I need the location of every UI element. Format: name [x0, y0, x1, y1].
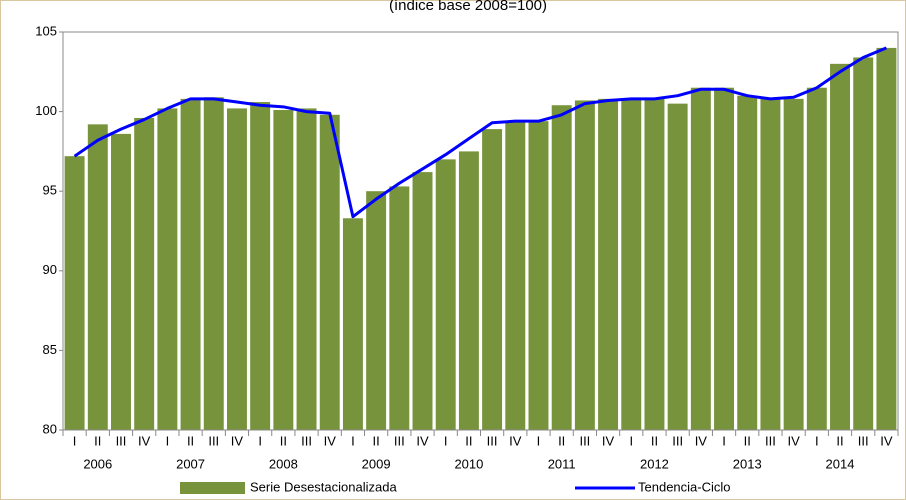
x-tick-label: I	[722, 433, 726, 448]
x-tick-label: III	[765, 433, 776, 448]
bar	[157, 108, 178, 430]
bar	[528, 121, 549, 430]
x-tick-label: II	[836, 433, 843, 448]
x-tick-label: III	[301, 433, 312, 448]
x-group-label: 2014	[826, 456, 855, 471]
x-tick-label: IV	[695, 433, 708, 448]
bar	[366, 191, 387, 430]
x-tick-label: I	[73, 433, 77, 448]
x-tick-label: I	[258, 433, 262, 448]
y-tick-label: 95	[43, 183, 57, 198]
bar	[342, 218, 363, 430]
bar	[250, 102, 271, 430]
bar	[737, 95, 758, 431]
y-tick-label: 105	[35, 23, 57, 38]
bar	[412, 172, 433, 430]
x-group-label: 2010	[454, 456, 483, 471]
bar	[806, 87, 827, 430]
x-tick-label: III	[858, 433, 869, 448]
bar	[876, 47, 897, 431]
x-tick-label: III	[487, 433, 498, 448]
bar	[621, 98, 642, 430]
bar	[389, 186, 410, 430]
x-tick-label: IV	[880, 433, 893, 448]
y-tick-label: 100	[35, 103, 57, 118]
x-group-label: 2013	[733, 456, 762, 471]
x-tick-label: III	[394, 433, 405, 448]
bar	[319, 114, 340, 430]
x-tick-label: II	[744, 433, 751, 448]
trend-line	[73, 46, 887, 219]
x-group-label: 2007	[176, 456, 205, 471]
x-tick-label: II	[187, 433, 194, 448]
x-tick-label: III	[208, 433, 219, 448]
x-tick-label: IV	[324, 433, 337, 448]
bar	[111, 133, 131, 430]
bar	[134, 117, 155, 430]
x-tick-label: II	[94, 433, 101, 448]
x-group-label: 2008	[269, 456, 298, 471]
x-tick-label: IV	[787, 433, 800, 448]
legend-swatch	[180, 482, 245, 494]
bar	[226, 108, 247, 430]
x-tick-label: IV	[231, 433, 244, 448]
x-tick-label: I	[166, 433, 170, 448]
x-group-label: 2009	[362, 456, 391, 471]
x-tick-label: II	[280, 433, 287, 448]
x-tick-label: IV	[138, 433, 151, 448]
x-tick-label: IV	[602, 433, 615, 448]
bar	[64, 156, 85, 430]
bar	[598, 98, 619, 430]
bar	[667, 103, 688, 430]
bar	[551, 105, 572, 431]
x-tick-label: I	[629, 433, 633, 448]
bar	[180, 98, 201, 430]
legend-label: Tendencia-Ciclo	[638, 479, 731, 494]
x-tick-label: I	[537, 433, 541, 448]
x-group-label: 2006	[83, 456, 112, 471]
legend-label: Serie Desestacionalizada	[250, 479, 397, 494]
x-tick-label: IV	[416, 433, 429, 448]
x-tick-label: IV	[509, 433, 522, 448]
x-tick-label: I	[444, 433, 448, 448]
x-tick-label: III	[672, 433, 683, 448]
bar	[482, 129, 503, 430]
x-tick-label: II	[651, 433, 658, 448]
bar	[760, 98, 781, 430]
x-tick-label: I	[815, 433, 819, 448]
bar	[505, 121, 526, 430]
bar	[435, 159, 456, 431]
y-tick-label: 80	[43, 421, 57, 436]
y-tick-label: 90	[43, 262, 57, 277]
x-tick-label: I	[351, 433, 355, 448]
x-group-label: 2011	[548, 456, 576, 471]
bar	[644, 98, 665, 430]
x-tick-label: II	[373, 433, 380, 448]
bar	[574, 100, 595, 431]
bar	[690, 87, 711, 430]
bar	[783, 98, 804, 430]
x-group-label: 2012	[640, 456, 669, 471]
chart-subtitle: (índice base 2008=100)	[389, 0, 547, 14]
bar	[273, 110, 294, 431]
x-tick-label: II	[558, 433, 565, 448]
bar	[853, 57, 874, 431]
y-tick-label: 85	[43, 342, 57, 357]
x-tick-label: III	[579, 433, 590, 448]
x-tick-label: III	[116, 433, 127, 448]
bar	[296, 108, 317, 430]
x-tick-label: II	[465, 433, 472, 448]
bar	[87, 124, 108, 430]
bar	[714, 87, 735, 430]
bar	[458, 151, 479, 430]
bar	[830, 63, 850, 431]
bar	[203, 97, 224, 430]
